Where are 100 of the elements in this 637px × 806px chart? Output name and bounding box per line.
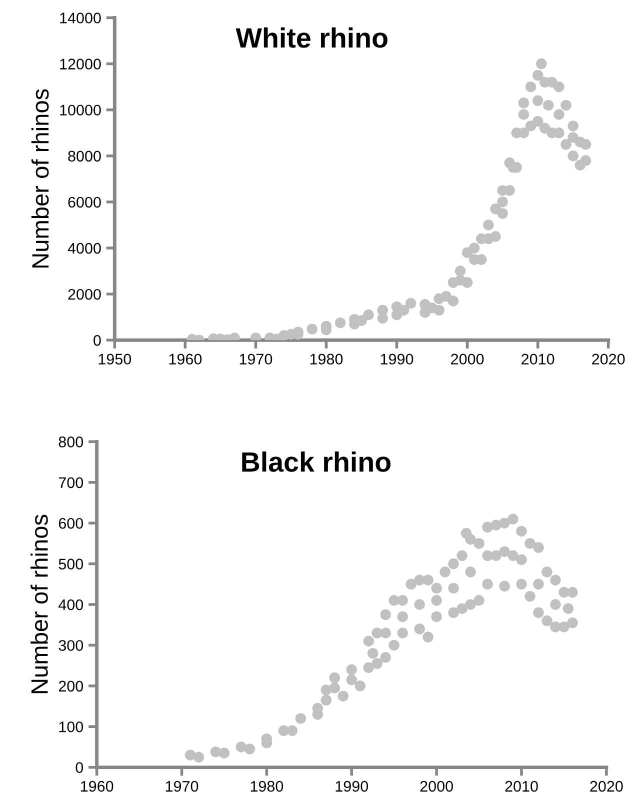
point — [354, 680, 366, 692]
point — [490, 520, 502, 531]
point — [456, 603, 468, 614]
point — [499, 518, 510, 528]
point — [367, 648, 378, 659]
point — [580, 155, 592, 166]
y-tick-label: 300 — [58, 640, 84, 651]
x-tick-label: 1960 — [169, 354, 202, 365]
point — [388, 640, 400, 651]
point — [338, 690, 349, 702]
point — [558, 622, 570, 632]
point — [532, 95, 544, 106]
point — [568, 150, 578, 162]
point — [397, 628, 408, 638]
point — [550, 574, 561, 586]
point — [542, 615, 552, 626]
point — [320, 694, 332, 706]
point — [329, 682, 340, 694]
point — [448, 558, 459, 570]
point — [334, 317, 346, 328]
y-axis-title: Number of rhinos — [30, 514, 48, 694]
point — [508, 550, 518, 562]
x-tick-label: 1950 — [98, 354, 132, 365]
point — [422, 632, 434, 642]
y-tick-label: 2000 — [68, 288, 101, 300]
y-tick-label: 100 — [59, 721, 84, 732]
point — [518, 98, 530, 108]
point — [580, 139, 592, 150]
point — [431, 595, 442, 606]
point — [468, 242, 480, 254]
point — [456, 550, 468, 562]
point — [533, 607, 544, 618]
point — [562, 603, 574, 614]
point — [499, 546, 510, 557]
point — [568, 120, 578, 132]
point — [397, 611, 408, 622]
point — [431, 611, 442, 622]
point — [286, 725, 298, 736]
point — [406, 578, 416, 590]
point — [554, 109, 564, 120]
point — [440, 566, 450, 578]
point — [448, 582, 459, 594]
y-tick-label: 600 — [58, 518, 84, 529]
x-tick-label: 2000 — [451, 354, 484, 365]
point — [524, 590, 536, 602]
point — [497, 196, 508, 208]
point — [454, 274, 466, 286]
y-tick-label: 200 — [58, 680, 84, 692]
point — [448, 607, 459, 618]
chart-title: Black rhino — [242, 451, 391, 472]
y-tick-label: 0 — [76, 762, 84, 773]
point — [533, 578, 544, 590]
point — [440, 291, 452, 302]
point — [560, 139, 572, 150]
point — [397, 595, 408, 606]
y-tick-label: 10000 — [60, 104, 101, 116]
point — [567, 617, 578, 628]
point — [193, 752, 204, 763]
point — [518, 109, 530, 120]
x-tick-label: 2000 — [420, 780, 453, 792]
point — [363, 662, 374, 673]
point — [532, 116, 544, 127]
point — [346, 674, 358, 686]
point — [508, 514, 518, 524]
chart-title: White rhino — [236, 27, 388, 48]
point — [295, 713, 306, 724]
point — [422, 574, 434, 586]
point — [550, 599, 561, 610]
point — [536, 58, 547, 70]
point — [465, 599, 476, 610]
point — [218, 748, 230, 758]
point — [244, 744, 256, 754]
x-tick-label: 1980 — [250, 780, 284, 792]
point — [474, 595, 484, 606]
point — [380, 652, 391, 663]
x-tick-label: 1990 — [380, 354, 414, 365]
y-tick-label: 4000 — [68, 242, 101, 254]
y-tick-label: 8000 — [68, 150, 101, 162]
point — [329, 672, 340, 684]
point — [516, 554, 527, 566]
y-tick-label: 6000 — [68, 196, 101, 208]
point — [306, 324, 318, 334]
y-tick-label: 0 — [94, 335, 101, 346]
point — [372, 658, 382, 669]
point — [482, 578, 493, 590]
point — [377, 312, 388, 324]
point — [454, 266, 466, 276]
x-tick-label: 2010 — [522, 354, 554, 365]
point — [567, 586, 578, 598]
point — [405, 298, 416, 309]
y-tick-label: 800 — [58, 436, 84, 448]
point — [543, 100, 554, 111]
x-tick-label: 2020 — [592, 354, 625, 365]
point — [560, 100, 572, 111]
point — [346, 664, 358, 676]
x-tick-label: 1970 — [166, 780, 198, 792]
point — [542, 566, 552, 578]
point — [533, 542, 544, 553]
point — [499, 580, 510, 592]
point — [516, 526, 527, 537]
